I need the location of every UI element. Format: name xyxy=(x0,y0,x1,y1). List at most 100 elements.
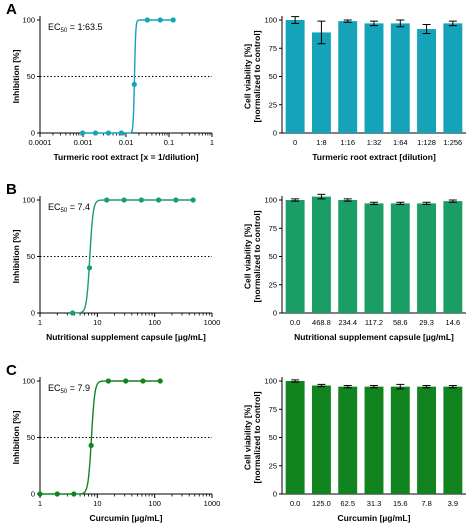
bar xyxy=(285,200,305,313)
x-tick-label: 0.01 xyxy=(119,138,134,147)
x-tick-label: 234.4 xyxy=(338,318,357,327)
y-tick-label: 75 xyxy=(269,224,277,233)
bar xyxy=(338,200,358,313)
x-tick-label: 0.1 xyxy=(164,138,174,147)
ec50-subscript: 50 xyxy=(61,208,68,214)
ec50-prefix: EC xyxy=(48,383,61,393)
y-tick-label: 0 xyxy=(273,309,277,318)
x-tick-label: 14.6 xyxy=(446,318,461,327)
x-tick-label: 1 xyxy=(38,499,42,508)
data-point xyxy=(190,197,196,203)
ec50-value: = 1:63.5 xyxy=(67,22,102,32)
x-tick-label: 1 xyxy=(210,138,214,147)
x-axis-label: Turmeric root extract [x = 1/dilution] xyxy=(53,152,198,162)
x-tick-label: 100 xyxy=(148,499,161,508)
x-tick-label: 0 xyxy=(293,138,297,147)
x-tick-label: 1:64 xyxy=(393,138,408,147)
y-axis-label-line: Cell viability [%] xyxy=(242,44,252,109)
data-point xyxy=(131,81,137,88)
ec50-annotation: EC50 = 1:63.5 xyxy=(48,22,102,34)
data-point xyxy=(157,378,163,384)
data-point xyxy=(37,491,43,497)
y-tick-label: 50 xyxy=(269,252,277,261)
bar xyxy=(417,386,437,494)
x-tick-label: 15.6 xyxy=(393,499,408,508)
dose-response-plot: 0 50 100 Inhibition [%] Nutritional suppleme… xyxy=(11,196,220,342)
ec50-value: = 7.9 xyxy=(67,383,90,393)
y-tick-label: 50 xyxy=(27,252,35,261)
x-tick-label: 3.9 xyxy=(448,499,458,508)
data-point xyxy=(69,310,76,316)
data-point xyxy=(170,17,176,23)
x-tick-label: 0.0001 xyxy=(29,138,52,147)
y-tick-label: 0 xyxy=(31,129,35,138)
data-point xyxy=(105,378,112,384)
y-tick-label: 0 xyxy=(273,490,277,499)
x-tick-label: 1000 xyxy=(204,318,221,327)
x-tick-label: 62.5 xyxy=(340,499,355,508)
bar xyxy=(390,386,410,494)
y-tick-label: 0 xyxy=(273,129,277,138)
bar xyxy=(443,386,463,494)
x-tick-label: 0.0 xyxy=(290,318,300,327)
y-axis-label-line: [normalized to control] xyxy=(252,391,262,483)
x-tick-label: 1:16 xyxy=(340,138,355,147)
data-point xyxy=(86,265,93,271)
x-tick-label: 10 xyxy=(93,318,101,327)
x-tick-label: 31.3 xyxy=(367,499,382,508)
fitted-curve xyxy=(40,380,161,495)
y-tick-label: 100 xyxy=(264,16,277,25)
bar xyxy=(364,203,384,313)
bar xyxy=(338,386,358,494)
x-tick-label: 125.0 xyxy=(312,499,331,508)
y-axis-label: Cell viability [%][normalized to control… xyxy=(242,30,262,122)
data-point xyxy=(138,197,144,203)
ec50-prefix: EC xyxy=(48,202,61,212)
y-tick-label: 75 xyxy=(269,44,277,53)
x-tick-label: 29.3 xyxy=(419,318,434,327)
x-tick-label: 0.001 xyxy=(74,138,93,147)
bar xyxy=(338,21,358,134)
x-axis-label: Curcumin [µg/mL] xyxy=(338,513,411,523)
x-tick-label: 117.2 xyxy=(365,318,383,327)
x-tick-label: 7.8 xyxy=(421,499,431,508)
dose-response-plot: 0 50 100 Inhibition [%] Turmeric root extrac… xyxy=(11,16,214,162)
ec50-subscript: 50 xyxy=(61,28,68,34)
y-axis-label: Cell viability [%][normalized to control… xyxy=(242,210,262,302)
y-axis-label-line: [normalized to control] xyxy=(252,210,262,302)
bar xyxy=(364,386,384,494)
x-tick-label: 468.8 xyxy=(312,318,331,327)
data-point xyxy=(157,17,163,23)
y-tick-label: 0 xyxy=(31,309,35,318)
bar xyxy=(311,32,331,133)
y-axis-label: Inhibition [%] xyxy=(11,49,21,103)
y-axis-label-line: [normalized to control] xyxy=(252,30,262,122)
x-axis-label: Nutritional supplement capsule [µg/mL] xyxy=(294,332,454,342)
bar xyxy=(417,203,437,313)
data-point xyxy=(92,130,99,136)
y-tick-label: 100 xyxy=(22,196,35,205)
panel-label: B xyxy=(6,181,17,198)
x-tick-label: 1:8 xyxy=(316,138,326,147)
y-tick-label: 50 xyxy=(27,72,35,81)
y-tick-label: 50 xyxy=(27,433,35,442)
bar xyxy=(311,196,331,313)
ec50-annotation: EC50 = 7.4 xyxy=(48,202,90,214)
y-axis-label: Inhibition [%] xyxy=(11,229,21,283)
y-axis-label-line: Inhibition [%] xyxy=(11,49,21,103)
data-point xyxy=(118,130,124,136)
data-point xyxy=(88,442,94,449)
y-tick-label: 100 xyxy=(22,377,35,386)
x-tick-label: 100 xyxy=(148,318,161,327)
data-point xyxy=(54,491,60,497)
data-point xyxy=(123,378,129,384)
y-axis-label-line: Cell viability [%] xyxy=(242,405,252,470)
y-tick-label: 25 xyxy=(269,461,277,470)
y-tick-label: 25 xyxy=(269,280,277,289)
y-tick-label: 75 xyxy=(269,405,277,414)
bar xyxy=(443,23,463,133)
x-tick-label: 10 xyxy=(93,499,101,508)
y-tick-label: 0 xyxy=(31,490,35,499)
